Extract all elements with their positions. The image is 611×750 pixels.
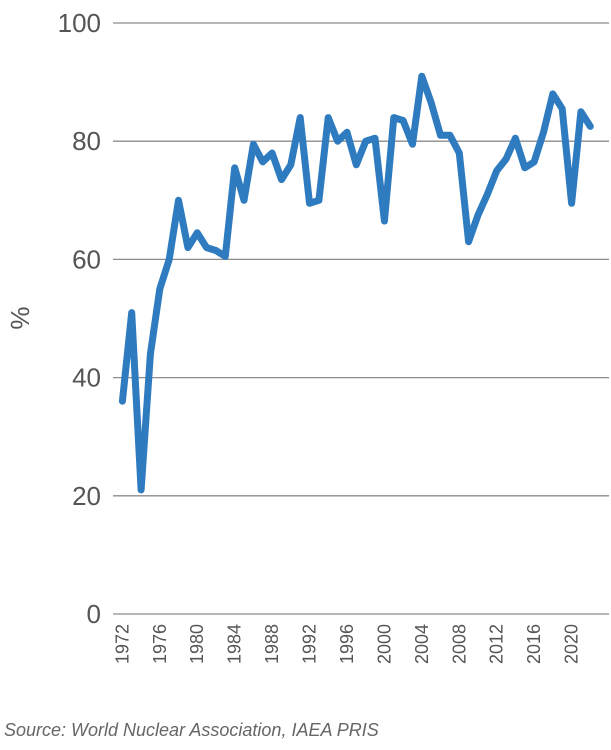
data-point <box>168 258 170 260</box>
y-tick-label: 80 <box>72 126 101 156</box>
x-tick-label: 2000 <box>374 624 394 664</box>
y-axis-label: % <box>5 306 35 329</box>
y-tick-label: 60 <box>72 244 101 274</box>
data-point <box>271 152 273 154</box>
data-point <box>355 164 357 166</box>
data-point <box>374 137 376 139</box>
x-tick-label: 2016 <box>524 624 544 664</box>
y-tick-label: 100 <box>58 8 101 38</box>
data-point <box>486 193 488 195</box>
data-point <box>224 255 226 257</box>
data-point <box>561 108 563 110</box>
data-point <box>589 125 591 127</box>
y-axis-tick-labels: 0 20 40 60 80 100 <box>58 8 101 629</box>
data-point <box>543 131 544 133</box>
data-point <box>440 134 441 136</box>
data-point <box>477 214 479 216</box>
y-tick-label: 0 <box>87 599 101 629</box>
data-point <box>196 232 198 234</box>
data-point <box>206 247 208 249</box>
data-point <box>496 170 498 172</box>
series-layer <box>118 72 594 494</box>
data-point <box>524 167 526 169</box>
data-point <box>458 152 460 154</box>
data-point <box>178 199 179 201</box>
data-point <box>337 140 339 142</box>
data-point <box>299 117 301 119</box>
data-point <box>121 400 123 402</box>
x-tick-label: 2008 <box>449 624 469 664</box>
data-point <box>402 120 404 121</box>
x-tick-label: 2020 <box>562 624 582 664</box>
x-tick-label: 1976 <box>150 624 170 664</box>
x-tick-label: 1980 <box>187 624 207 664</box>
data-point <box>505 158 507 160</box>
x-tick-label: 1972 <box>112 624 132 664</box>
data-point <box>131 312 133 314</box>
data-point <box>159 288 161 290</box>
data-point <box>383 220 385 222</box>
x-tick-label: 1992 <box>300 624 320 664</box>
data-point <box>290 164 292 166</box>
data-point <box>234 167 236 169</box>
x-tick-label: 1988 <box>262 624 282 664</box>
data-point <box>215 250 217 251</box>
data-point <box>412 143 413 145</box>
data-point <box>430 102 432 104</box>
series-line <box>118 72 594 494</box>
data-point <box>571 202 573 204</box>
x-tick-label: 2004 <box>412 624 432 664</box>
data-point <box>449 134 451 136</box>
data-point <box>365 140 367 142</box>
data-point <box>421 75 423 77</box>
data-point <box>514 137 516 139</box>
data-point <box>262 161 264 163</box>
y-tick-label: 20 <box>72 481 101 511</box>
data-point <box>327 117 329 119</box>
data-point <box>552 93 554 95</box>
data-point <box>281 179 282 181</box>
data-point <box>243 199 245 201</box>
data-point <box>149 353 151 355</box>
gridlines <box>113 22 609 615</box>
x-axis-tick-labels: 1972 1976 1980 1984 1988 1992 1996 2000 2004 2008… <box>112 624 581 664</box>
data-point <box>393 117 395 119</box>
data-point <box>346 131 348 133</box>
x-tick-label: 1996 <box>337 624 357 664</box>
data-point <box>309 202 310 204</box>
x-tick-label: 2012 <box>487 624 507 664</box>
data-point <box>580 111 582 113</box>
data-point <box>140 489 142 491</box>
data-point <box>187 247 189 249</box>
y-tick-label: 40 <box>72 363 101 393</box>
data-point <box>318 199 320 201</box>
source-note: Source: World Nuclear Association, IAEA … <box>4 720 379 740</box>
data-point <box>468 241 470 243</box>
data-point <box>533 161 535 163</box>
x-tick-label: 1984 <box>225 624 245 664</box>
data-point <box>252 143 254 145</box>
